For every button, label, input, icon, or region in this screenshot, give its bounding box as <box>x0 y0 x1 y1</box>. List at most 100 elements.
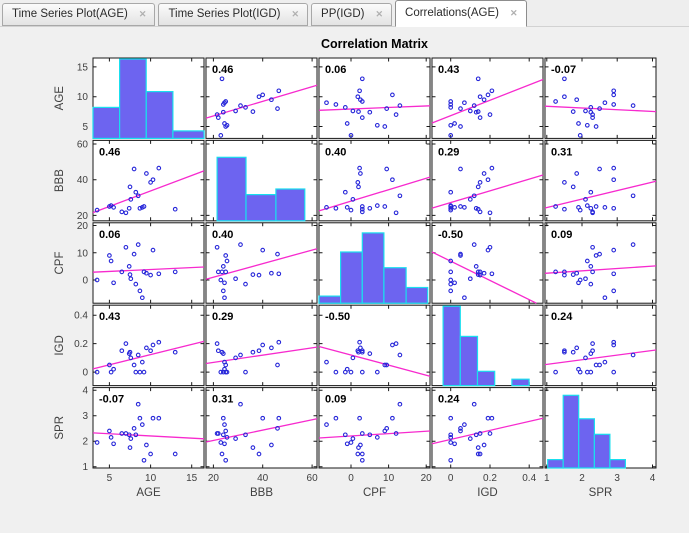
data-point <box>222 295 227 301</box>
x-tick-label: 20 <box>208 473 220 484</box>
data-point <box>355 348 361 354</box>
data-point <box>397 401 403 407</box>
correlation-label: 0.06 <box>325 64 346 76</box>
data-point <box>348 207 354 213</box>
data-point <box>489 165 495 171</box>
data-point <box>475 451 481 457</box>
data-point <box>333 415 339 421</box>
data-point <box>553 269 558 275</box>
trend-line <box>544 265 657 274</box>
data-point <box>382 362 388 368</box>
data-point <box>553 369 558 375</box>
data-point <box>275 251 280 257</box>
tab-pp-igd[interactable]: PP(IGD) ✕ <box>311 3 393 26</box>
data-point <box>111 280 116 286</box>
histogram-bar <box>361 232 385 304</box>
data-point <box>233 276 238 282</box>
y-tick-label: 5 <box>82 122 88 133</box>
data-point <box>222 441 227 447</box>
data-point <box>458 428 463 434</box>
data-point <box>275 106 280 111</box>
data-point <box>358 171 363 176</box>
data-point <box>588 281 594 287</box>
data-point <box>148 348 153 354</box>
data-point <box>475 184 481 190</box>
tab-time-series-plot-igd[interactable]: Time Series Plot(IGD) ✕ <box>158 3 309 26</box>
data-point <box>562 349 567 355</box>
data-point <box>172 206 178 212</box>
x-tick-label: 4 <box>650 473 656 484</box>
data-point <box>123 341 129 346</box>
data-point <box>584 258 590 264</box>
histogram-bar <box>511 378 530 387</box>
data-point <box>448 435 454 440</box>
data-point <box>467 276 473 282</box>
close-tab-icon[interactable]: ✕ <box>291 8 300 19</box>
data-point <box>384 166 390 172</box>
data-point <box>220 288 226 294</box>
data-point <box>219 76 225 82</box>
correlation-label: -0.07 <box>99 394 124 406</box>
histogram-bar <box>593 433 611 469</box>
y-tick-label: 60 <box>77 140 89 151</box>
data-point <box>597 106 602 111</box>
close-tab-icon[interactable]: ✕ <box>375 8 384 19</box>
data-point <box>611 88 617 94</box>
trend-line <box>205 248 318 280</box>
correlation-label: -0.50 <box>438 229 463 241</box>
trend-line <box>318 176 431 212</box>
data-point <box>135 352 141 358</box>
data-point <box>123 210 129 216</box>
data-point <box>448 440 454 445</box>
data-point <box>126 205 132 211</box>
data-point <box>139 359 145 365</box>
x-axis-label: CPF <box>363 487 386 499</box>
data-point <box>630 242 636 247</box>
data-point <box>471 193 477 199</box>
close-tab-icon[interactable]: ✕ <box>509 7 518 18</box>
tab-bar: Time Series Plot(AGE) ✕ Time Series Plot… <box>0 0 689 27</box>
data-point <box>260 415 266 421</box>
data-point <box>384 106 390 111</box>
histogram-bar <box>92 106 121 140</box>
close-tab-icon[interactable]: ✕ <box>138 8 147 19</box>
tab-time-series-plot-age[interactable]: Time Series Plot(AGE) ✕ <box>2 3 156 26</box>
data-point <box>359 206 365 212</box>
data-point <box>467 108 473 114</box>
data-point <box>128 436 134 441</box>
tab-correlations-age[interactable]: Correlations(AGE) ✕ <box>395 0 527 27</box>
data-point <box>250 109 256 114</box>
data-point <box>350 436 356 441</box>
x-tick-label: 10 <box>383 473 395 484</box>
data-point <box>359 204 365 209</box>
data-point <box>593 124 599 129</box>
data-point <box>238 352 243 358</box>
y-tick-label: 15 <box>77 62 89 73</box>
data-point <box>355 451 361 457</box>
data-point <box>133 281 139 287</box>
data-point <box>358 97 363 103</box>
data-point <box>602 359 608 365</box>
data-point <box>597 251 602 257</box>
trend-line <box>92 432 205 440</box>
data-point <box>131 251 137 257</box>
tab-label: Time Series Plot(IGD) <box>168 8 281 20</box>
data-point <box>462 295 467 301</box>
data-point <box>574 97 580 103</box>
data-point <box>156 339 162 345</box>
data-point <box>356 184 361 190</box>
data-point <box>562 269 567 275</box>
data-point <box>256 272 262 278</box>
data-point <box>269 442 274 448</box>
data-point <box>390 177 395 183</box>
data-point <box>576 205 581 210</box>
histogram-bar <box>318 295 342 304</box>
data-point <box>139 295 145 301</box>
data-point <box>123 244 129 250</box>
data-point <box>487 112 493 117</box>
data-point <box>276 339 282 345</box>
data-point <box>390 415 395 421</box>
data-point <box>359 457 365 463</box>
correlation-label: 0.46 <box>99 146 120 158</box>
data-point <box>477 451 483 457</box>
